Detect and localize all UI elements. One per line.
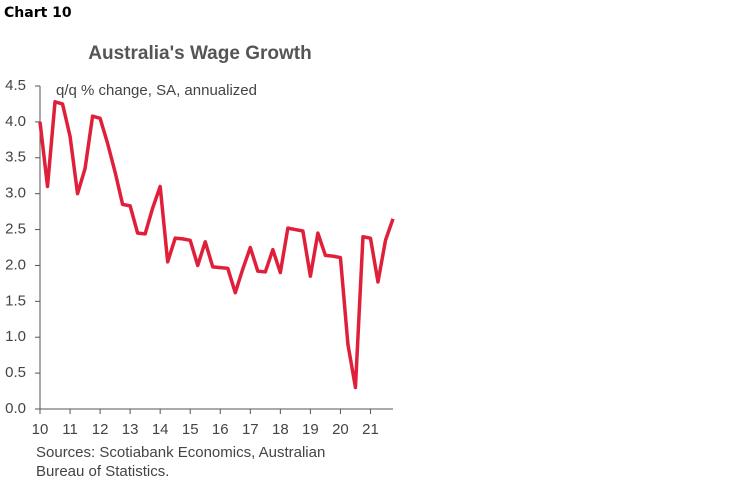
x-tick-label: 18 [272, 421, 289, 438]
annotation: q/q % change, SA, annualized [56, 82, 257, 99]
x-tick-label: 17 [242, 421, 259, 438]
y-tick-label: 1.5 [5, 292, 26, 309]
x-tick-label: 10 [32, 421, 49, 438]
y-tick-label: 4.0 [5, 113, 26, 130]
y-tick-label: 0.0 [5, 400, 26, 417]
x-tick-label: 19 [302, 421, 319, 438]
y-tick-label: 4.5 [5, 77, 26, 94]
x-tick-label: 21 [362, 421, 379, 438]
y-tick-label: 3.0 [5, 185, 26, 202]
x-tick-label: 15 [182, 421, 199, 438]
x-tick-label: 16 [212, 421, 229, 438]
y-tick-label: 2.0 [5, 256, 26, 273]
source: Sources: Scotiabank Economics, Australia… [36, 444, 326, 480]
x-tick-label: 13 [122, 421, 139, 438]
x-tick-label: 14 [152, 421, 169, 438]
y-tick-label: 1.0 [5, 328, 26, 345]
x-tick-label: 12 [92, 421, 109, 438]
chart-label: Chart 10 [4, 5, 72, 21]
x-tick-label: 20 [332, 421, 349, 438]
x-tick-label: 11 [62, 421, 78, 438]
y-tick-label: 0.5 [5, 364, 26, 381]
y-tick-label: 3.5 [5, 149, 26, 166]
chart: Australia's Wage Growth q/q % change, SA… [5, 43, 395, 438]
chart-title: Australia's Wage Growth [88, 43, 311, 64]
data-line [38, 100, 395, 390]
y-tick-label: 2.5 [5, 221, 26, 238]
